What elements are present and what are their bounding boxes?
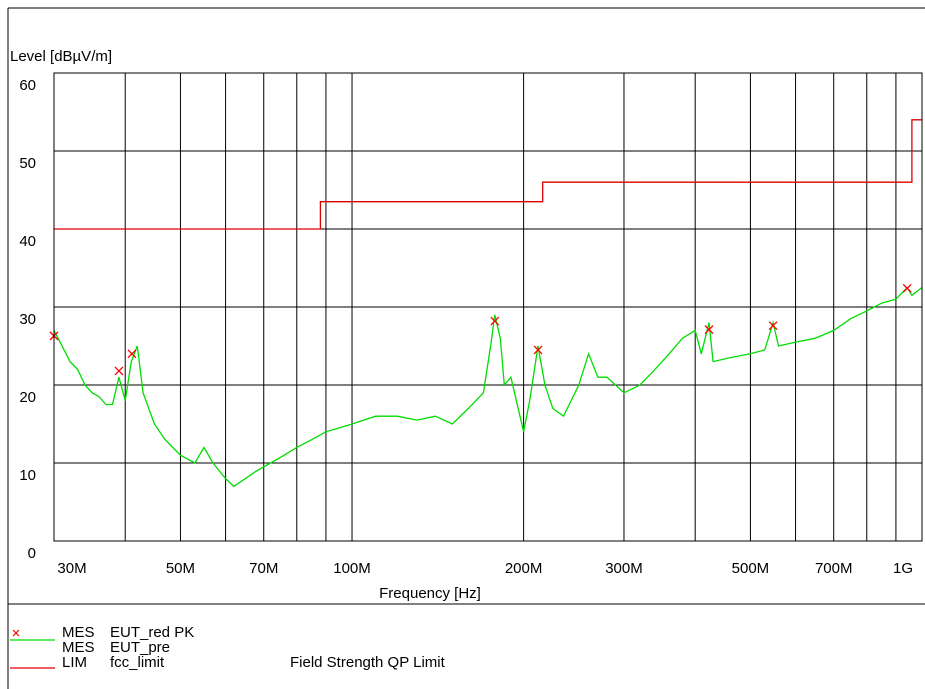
y-axis-label: Level [dBµV/m] xyxy=(10,48,112,65)
y-tick-label: 10 xyxy=(19,467,36,484)
x-tick-label: 70M xyxy=(249,560,278,577)
peak-marker xyxy=(114,366,124,376)
y-tick-label: 60 xyxy=(19,77,36,94)
legend-name: fcc_limit xyxy=(110,654,165,671)
legend-kind: MES xyxy=(62,639,95,656)
legend-name: EUT_pre xyxy=(110,639,170,656)
limit-line xyxy=(54,119,922,230)
trace-line xyxy=(53,286,923,488)
plot-frame xyxy=(53,72,923,542)
x-tick-label: 50M xyxy=(166,560,195,577)
peak-marker xyxy=(127,349,137,359)
y-tick-label: 0 xyxy=(28,545,36,562)
peak-marker xyxy=(533,345,543,355)
x-tick-label: 1G xyxy=(893,560,913,577)
legend-kind: LIM xyxy=(62,654,87,671)
peak-marker xyxy=(490,316,500,326)
x-tick-label: 30M xyxy=(57,560,86,577)
x-tick-label: 700M xyxy=(815,560,853,577)
x-tick-label: 300M xyxy=(605,560,643,577)
y-tick-label: 50 xyxy=(19,155,36,172)
y-tick-label: 20 xyxy=(19,389,36,406)
legend-kind: MES xyxy=(62,624,95,641)
peak-marker xyxy=(704,325,714,335)
y-tick-label: 30 xyxy=(19,311,36,328)
x-axis-label: Frequency [Hz] xyxy=(379,585,481,602)
y-tick-label: 40 xyxy=(19,233,36,250)
legend-name: EUT_red PK xyxy=(110,624,194,641)
legend-description: Field Strength QP Limit xyxy=(290,654,446,671)
x-tick-label: 100M xyxy=(333,560,371,577)
legend-marker xyxy=(12,629,20,637)
x-tick-label: 200M xyxy=(505,560,543,577)
peak-marker xyxy=(902,283,912,293)
peak-marker xyxy=(768,321,778,331)
x-tick-label: 500M xyxy=(732,560,770,577)
